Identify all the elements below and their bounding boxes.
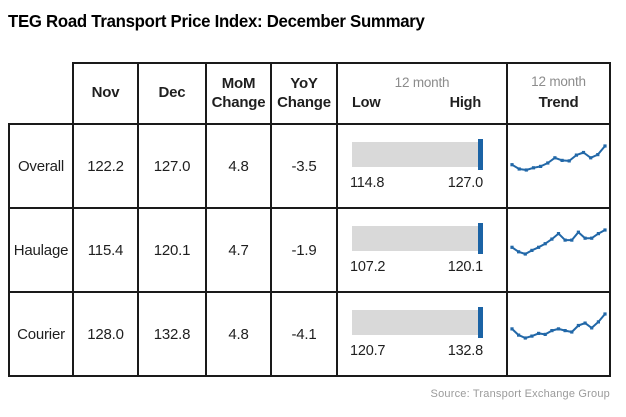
range-high-value: 127.0 [447, 175, 483, 191]
col-header-mom: MoM Change [205, 62, 272, 125]
summary-table: Nov Dec MoM Change YoY Change 12 month L… [8, 62, 611, 377]
col-header-range: 12 month Low High [336, 62, 508, 125]
col-header-nov: Nov [72, 62, 139, 125]
trend-cell [506, 291, 611, 377]
range-low-value: 120.7 [350, 343, 386, 359]
mom-change-value: 4.8 [205, 291, 272, 377]
row-label: Overall [8, 123, 74, 209]
range-low-value: 107.2 [350, 259, 386, 275]
col-header-yoy-line2: Change [277, 93, 331, 111]
current-value-marker [478, 139, 483, 170]
yoy-change-value: -1.9 [270, 207, 338, 293]
table-row-haulage: Haulage 115.4 120.1 4.7 -1.9 107.2 120.1 [8, 207, 611, 293]
nov-value: 115.4 [72, 207, 139, 293]
col-header-dec: Dec [137, 62, 207, 125]
range-bar [352, 310, 479, 335]
col-header-trend: 12 month Trend [506, 62, 611, 125]
table-row-overall: Overall 122.2 127.0 4.8 -3.5 114.8 127.0 [8, 123, 611, 209]
range-bar [352, 142, 479, 167]
col-header-yoy-line1: YoY [290, 74, 318, 92]
table-row-courier: Courier 128.0 132.8 4.8 -4.1 120.7 132.8 [8, 291, 611, 377]
current-value-marker [478, 223, 483, 254]
trend-sparkline [510, 228, 607, 256]
current-value-marker [478, 307, 483, 338]
col-header-high: High [449, 95, 482, 112]
range-high-value: 132.8 [447, 343, 483, 359]
range-group-label: 12 month [394, 74, 450, 90]
row-label: Courier [8, 291, 74, 377]
mom-change-value: 4.8 [205, 123, 272, 209]
nov-value: 128.0 [72, 291, 139, 377]
dec-value: 132.8 [137, 291, 207, 377]
trend-sparkline [510, 312, 607, 340]
mom-change-value: 4.7 [205, 207, 272, 293]
trend-cell [506, 123, 611, 209]
trend-sparkline [510, 144, 607, 172]
source-attribution: Source: Transport Exchange Group [430, 388, 610, 400]
trend-cell [506, 207, 611, 293]
range-high-value: 120.1 [447, 259, 483, 275]
trend-group-label: 12 month [531, 74, 586, 90]
range-low-value: 114.8 [350, 175, 385, 191]
col-header-mom-line2: Change [211, 93, 266, 111]
col-header-low: Low [352, 95, 381, 112]
range-cell: 107.2 120.1 [336, 207, 508, 293]
nov-value: 122.2 [72, 123, 139, 209]
col-header-yoy: YoY Change [270, 62, 338, 125]
row-label: Haulage [8, 207, 74, 293]
range-cell: 114.8 127.0 [336, 123, 508, 209]
dec-value: 127.0 [137, 123, 207, 209]
yoy-change-value: -4.1 [270, 291, 338, 377]
header-row: Nov Dec MoM Change YoY Change 12 month L… [9, 62, 611, 125]
dec-value: 120.1 [137, 207, 207, 293]
yoy-change-value: -3.5 [270, 123, 338, 209]
page-title: TEG Road Transport Price Index: December… [8, 11, 425, 31]
range-bar [352, 226, 479, 251]
corner-cell [9, 63, 74, 125]
col-header-trend-label: Trend [538, 94, 579, 112]
col-header-mom-line1: MoM [221, 74, 256, 92]
range-cell: 120.7 132.8 [336, 291, 508, 377]
